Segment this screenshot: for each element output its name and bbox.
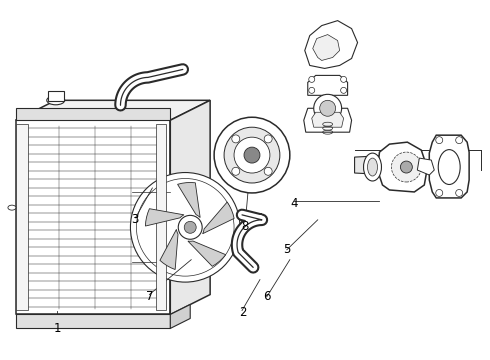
Circle shape	[309, 76, 315, 82]
Polygon shape	[48, 91, 64, 101]
Polygon shape	[160, 229, 178, 270]
Circle shape	[224, 127, 280, 183]
Circle shape	[136, 179, 234, 276]
Text: 6: 6	[263, 290, 270, 303]
Polygon shape	[16, 108, 171, 120]
Polygon shape	[202, 202, 234, 234]
Circle shape	[178, 215, 202, 239]
Circle shape	[232, 135, 240, 143]
Polygon shape	[429, 135, 469, 198]
Polygon shape	[16, 120, 171, 315]
Polygon shape	[417, 158, 434, 175]
Polygon shape	[156, 124, 166, 310]
Circle shape	[232, 167, 240, 175]
Circle shape	[309, 87, 315, 93]
Polygon shape	[16, 315, 171, 328]
Ellipse shape	[368, 158, 377, 176]
Polygon shape	[308, 75, 347, 95]
Circle shape	[436, 137, 443, 144]
Ellipse shape	[8, 205, 16, 210]
Circle shape	[456, 189, 463, 197]
Circle shape	[400, 161, 413, 173]
Polygon shape	[177, 183, 200, 217]
Text: 7: 7	[146, 290, 153, 303]
Polygon shape	[16, 100, 210, 120]
Circle shape	[264, 135, 272, 143]
Circle shape	[184, 221, 196, 233]
Polygon shape	[312, 112, 343, 127]
Text: 8: 8	[241, 220, 249, 233]
Circle shape	[456, 137, 463, 144]
Circle shape	[341, 87, 346, 93]
Polygon shape	[313, 35, 340, 60]
Polygon shape	[305, 21, 358, 68]
Circle shape	[341, 76, 346, 82]
Circle shape	[314, 94, 342, 122]
Circle shape	[392, 152, 421, 182]
Text: 5: 5	[283, 243, 290, 256]
Circle shape	[234, 137, 270, 173]
Polygon shape	[171, 100, 210, 315]
Ellipse shape	[438, 150, 460, 184]
Polygon shape	[355, 155, 394, 175]
Polygon shape	[304, 108, 352, 132]
Circle shape	[130, 172, 240, 282]
Polygon shape	[377, 142, 427, 192]
Polygon shape	[146, 209, 184, 226]
Polygon shape	[188, 241, 226, 266]
Circle shape	[436, 189, 443, 197]
Polygon shape	[171, 305, 190, 328]
Ellipse shape	[47, 96, 65, 105]
Circle shape	[214, 117, 290, 193]
Circle shape	[319, 100, 336, 116]
Text: 1: 1	[53, 322, 61, 335]
Text: 4: 4	[290, 197, 297, 210]
Text: 3: 3	[131, 213, 139, 226]
Polygon shape	[16, 124, 28, 310]
Ellipse shape	[364, 153, 382, 181]
Text: 2: 2	[239, 306, 246, 319]
Circle shape	[264, 167, 272, 175]
Circle shape	[244, 147, 260, 163]
